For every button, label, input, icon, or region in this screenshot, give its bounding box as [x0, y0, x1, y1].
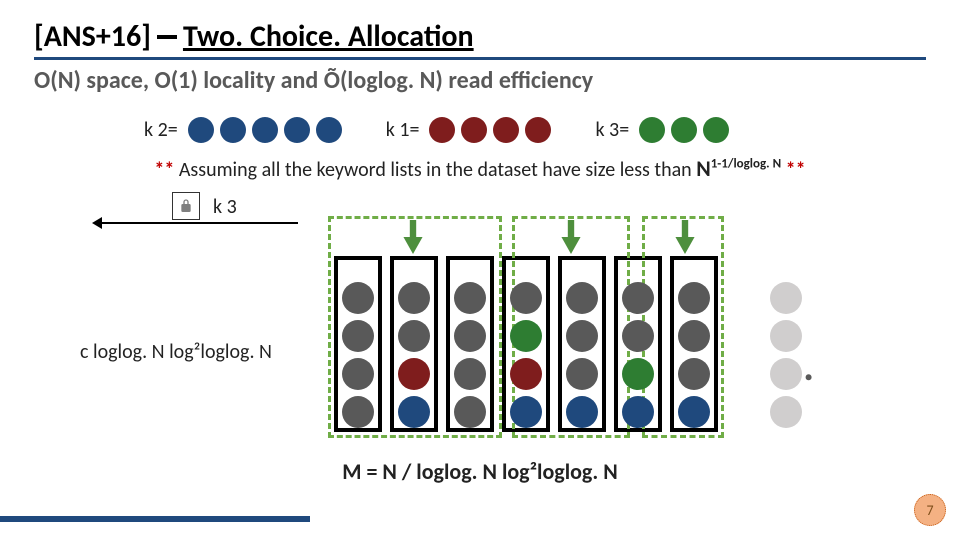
ball — [342, 358, 374, 390]
arrow-line — [94, 222, 298, 224]
ball — [342, 282, 374, 314]
ball — [566, 282, 598, 314]
k1-dots — [429, 117, 551, 143]
slide-title: [ANS+16] Two. Choice. Allocation — [34, 18, 926, 55]
legend-dot — [671, 117, 697, 143]
ball — [398, 358, 430, 390]
slide: [ANS+16] Two. Choice. Allocation O(N) spa… — [0, 0, 960, 540]
ball — [510, 282, 542, 314]
legend-dot — [220, 117, 246, 143]
ball — [454, 320, 486, 352]
ball — [622, 282, 654, 314]
legend-dot — [188, 117, 214, 143]
title-underline — [34, 57, 926, 60]
stars-left: ** — [154, 158, 178, 182]
ball — [678, 358, 710, 390]
bin-column — [678, 260, 710, 428]
ball — [622, 396, 654, 428]
ball — [678, 320, 710, 352]
legend-dot — [316, 117, 342, 143]
ball — [770, 358, 802, 390]
down-arrow-icon — [558, 220, 584, 259]
arrow-head-icon — [92, 217, 102, 229]
assumption-N: N — [696, 155, 711, 182]
legend-dot — [703, 117, 729, 143]
diagram: k 3 c loglog. N log²loglog. N ... — [34, 192, 926, 452]
m-label: M = N / loglog. N log²loglog. N — [34, 458, 926, 485]
ball — [622, 358, 654, 390]
ball — [454, 396, 486, 428]
ball — [622, 320, 654, 352]
title-ref: [ANS+16] — [34, 18, 151, 55]
down-arrow-icon — [400, 220, 426, 259]
ball — [342, 396, 374, 428]
ball — [398, 282, 430, 314]
title-dash-icon — [157, 35, 177, 39]
bin-height-label: c loglog. N log²loglog. N — [80, 340, 272, 364]
k3-label: k 3= — [595, 118, 629, 142]
k3-query-box: k 3 — [204, 192, 246, 222]
assumption-exp: 1-1/loglog. N — [711, 157, 781, 172]
slide-subtitle: O(N) space, O(1) locality and Õ(loglog. … — [34, 66, 926, 95]
legend-dot — [284, 117, 310, 143]
bin-column — [510, 260, 542, 428]
ball — [566, 396, 598, 428]
bin-column — [566, 260, 598, 428]
ball — [342, 320, 374, 352]
assumption-line: ** Assuming all the keyword lists in the… — [34, 155, 926, 182]
legend-dot — [493, 117, 519, 143]
down-arrow-icon — [672, 220, 698, 259]
title-name: Two. Choice. Allocation — [183, 18, 474, 55]
ball — [454, 358, 486, 390]
ball — [566, 358, 598, 390]
ball — [510, 320, 542, 352]
ball — [678, 396, 710, 428]
ball — [566, 320, 598, 352]
stars-right: ** — [781, 158, 805, 182]
ball — [770, 396, 802, 428]
legend-dot — [429, 117, 455, 143]
bin-column — [398, 260, 430, 428]
lock-icon — [172, 192, 200, 220]
k2-label: k 2= — [144, 118, 178, 142]
legend-dot — [252, 117, 278, 143]
ball — [454, 282, 486, 314]
page-number: 7 — [914, 494, 946, 526]
ball — [770, 320, 802, 352]
assumption-text: Assuming all the keyword lists in the da… — [179, 158, 696, 182]
k2-dots — [188, 117, 342, 143]
bin-column — [622, 260, 654, 428]
bins-area: ... — [334, 222, 754, 432]
ball — [398, 320, 430, 352]
footer-bar — [0, 516, 310, 522]
k1-label: k 1= — [386, 118, 420, 142]
ball — [678, 282, 710, 314]
bin-column — [342, 260, 374, 428]
ball — [398, 396, 430, 428]
ball — [770, 282, 802, 314]
legend-dot — [639, 117, 665, 143]
bin-column — [454, 260, 486, 428]
legend-dot — [461, 117, 487, 143]
legend-dot — [525, 117, 551, 143]
keyword-legend: k 2= k 1= k 3= — [34, 117, 926, 143]
ball — [510, 396, 542, 428]
ball — [510, 358, 542, 390]
k3-dots — [639, 117, 729, 143]
extra-column — [770, 260, 802, 428]
